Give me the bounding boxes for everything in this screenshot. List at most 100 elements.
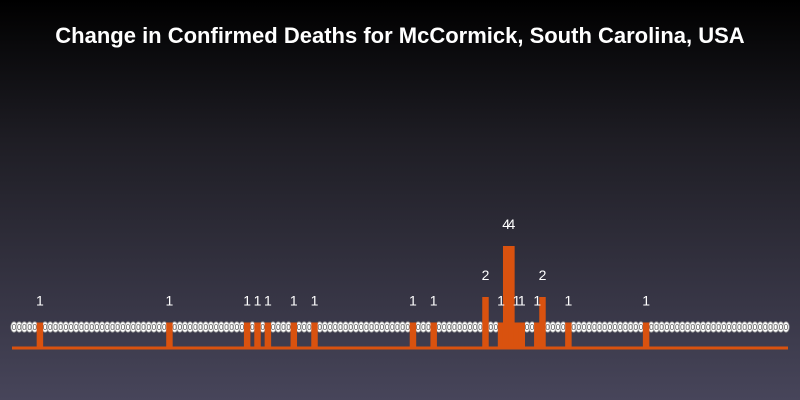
- svg-text:0: 0: [374, 323, 379, 332]
- data-label-day-96: 4: [508, 216, 516, 232]
- svg-text:0: 0: [317, 323, 322, 332]
- bar-day-95: [502, 246, 510, 348]
- zero-point-day-121: 0: [637, 321, 645, 333]
- svg-text:0: 0: [395, 323, 400, 332]
- svg-text:0: 0: [597, 323, 602, 332]
- svg-text:0: 0: [333, 323, 338, 332]
- svg-text:0: 0: [556, 323, 561, 332]
- svg-text:0: 0: [224, 323, 229, 332]
- svg-text:0: 0: [468, 323, 473, 332]
- svg-text:0: 0: [608, 323, 613, 332]
- svg-text:0: 0: [260, 323, 265, 332]
- bar-day-98: [518, 322, 525, 348]
- svg-text:0: 0: [198, 323, 203, 332]
- svg-text:0: 0: [670, 323, 675, 332]
- svg-text:0: 0: [349, 323, 354, 332]
- svg-text:0: 0: [364, 323, 369, 332]
- svg-text:0: 0: [152, 323, 157, 332]
- bar-day-101: [534, 322, 541, 348]
- bar-day-30: [166, 322, 173, 348]
- svg-text:0: 0: [121, 323, 126, 332]
- data-label-day-5: 1: [36, 293, 44, 309]
- svg-text:0: 0: [437, 323, 442, 332]
- svg-text:0: 0: [188, 323, 193, 332]
- bar-day-97: [513, 322, 520, 348]
- data-label-day-58: 1: [311, 293, 319, 309]
- bar-day-96: [508, 246, 515, 348]
- svg-text:0: 0: [727, 323, 732, 332]
- svg-text:0: 0: [354, 323, 359, 332]
- svg-text:0: 0: [183, 323, 188, 332]
- svg-text:0: 0: [302, 323, 307, 332]
- svg-text:0: 0: [178, 323, 183, 332]
- svg-text:0: 0: [338, 323, 343, 332]
- svg-text:0: 0: [551, 323, 556, 332]
- zero-point-day-131: 0: [689, 321, 697, 333]
- svg-text:0: 0: [79, 323, 84, 332]
- data-label-day-94: 1: [497, 293, 505, 309]
- svg-text:0: 0: [95, 323, 100, 332]
- svg-text:0: 0: [209, 323, 214, 332]
- chart-title: Change in Confirmed Deaths for McCormick…: [55, 23, 745, 48]
- svg-text:0: 0: [758, 323, 763, 332]
- zero-point-day-51: 0: [274, 321, 282, 333]
- svg-text:0: 0: [545, 323, 550, 332]
- svg-text:0: 0: [136, 323, 141, 332]
- svg-text:0: 0: [69, 323, 74, 332]
- data-label-day-47: 1: [254, 293, 262, 309]
- zero-point-day-89: 0: [471, 321, 479, 333]
- svg-text:0: 0: [74, 323, 79, 332]
- zero-point-day-110: 0: [580, 321, 588, 333]
- svg-text:0: 0: [390, 323, 395, 332]
- svg-text:0: 0: [737, 323, 742, 332]
- svg-text:0: 0: [442, 323, 447, 332]
- bar-day-54: [290, 322, 298, 348]
- svg-text:0: 0: [131, 323, 136, 332]
- svg-text:0: 0: [742, 323, 747, 332]
- svg-text:0: 0: [623, 323, 628, 332]
- svg-text:0: 0: [711, 323, 716, 332]
- data-label-day-91: 2: [482, 267, 490, 283]
- svg-text:0: 0: [722, 323, 727, 332]
- data-label-day-30: 1: [166, 293, 174, 309]
- zero-point-day-79: 0: [419, 321, 427, 333]
- svg-text:0: 0: [369, 323, 374, 332]
- svg-text:0: 0: [193, 323, 198, 332]
- svg-text:0: 0: [592, 323, 597, 332]
- bar-day-107: [565, 322, 572, 348]
- zero-point-day-26: 0: [145, 321, 153, 333]
- svg-text:0: 0: [784, 323, 789, 332]
- zero-point-day-15: 0: [88, 321, 96, 333]
- svg-text:0: 0: [494, 323, 499, 332]
- zero-point-day-3: 0: [25, 321, 34, 333]
- svg-text:0: 0: [706, 323, 711, 332]
- svg-text:0: 0: [105, 323, 110, 332]
- zero-point-day-7: 0: [46, 321, 54, 333]
- svg-text:0: 0: [701, 323, 706, 332]
- zero-point-day-40: 0: [217, 321, 225, 333]
- svg-text:0: 0: [426, 323, 431, 332]
- svg-text:0: 0: [89, 323, 94, 332]
- zero-point-day-69: 0: [367, 321, 376, 333]
- data-label-day-101: 1: [533, 293, 541, 309]
- svg-text:0: 0: [488, 323, 493, 332]
- svg-text:0: 0: [276, 323, 281, 332]
- zero-point-day-38: 0: [207, 321, 215, 333]
- svg-text:0: 0: [240, 323, 245, 332]
- svg-text:0: 0: [634, 323, 639, 332]
- data-label-day-45: 1: [243, 293, 251, 309]
- data-label-day-102: 2: [539, 267, 547, 283]
- svg-text:0: 0: [748, 323, 753, 332]
- zero-point-day-144: 0: [756, 321, 764, 333]
- svg-text:0: 0: [64, 323, 69, 332]
- svg-text:0: 0: [146, 323, 151, 332]
- svg-text:0: 0: [421, 323, 426, 332]
- svg-text:0: 0: [43, 323, 48, 332]
- svg-text:0: 0: [343, 323, 348, 332]
- svg-text:0: 0: [12, 323, 17, 332]
- data-label-day-97: 1: [513, 293, 521, 309]
- bar-day-45: [243, 322, 251, 348]
- bars: [36, 246, 650, 348]
